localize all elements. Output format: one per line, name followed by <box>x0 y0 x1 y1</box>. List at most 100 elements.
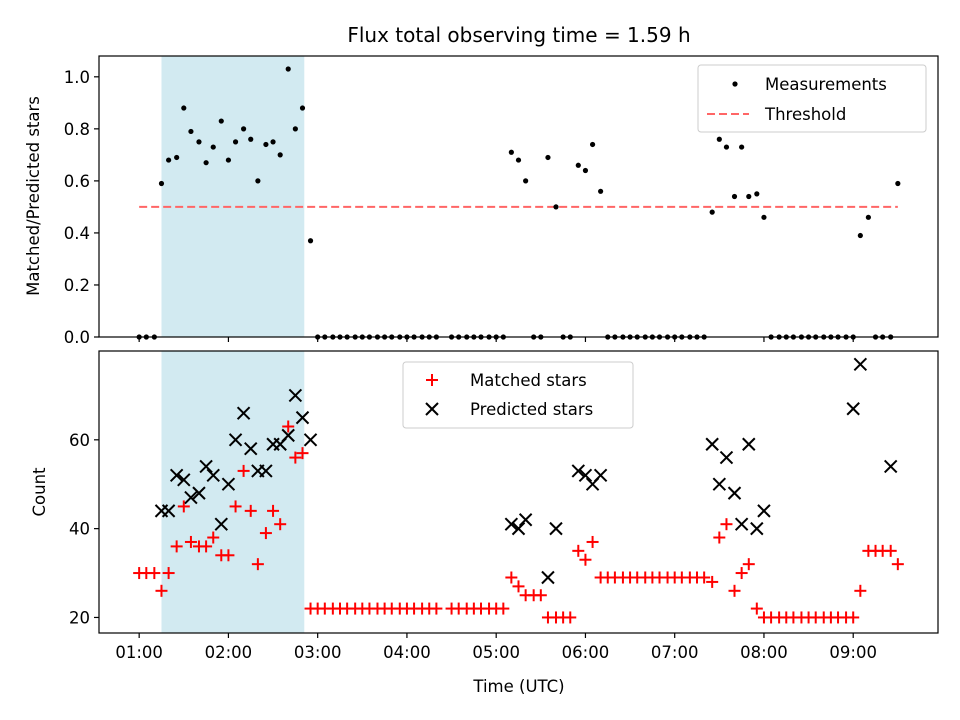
matched-star-point <box>244 504 257 517</box>
matched-star-point <box>572 544 585 557</box>
predicted-star-stroke-b <box>511 521 526 536</box>
predicted-star-point <box>281 428 295 443</box>
measurement-point <box>731 193 738 200</box>
matched-star-point <box>512 580 525 593</box>
legend-matched-marker <box>426 374 438 386</box>
measurement-point <box>240 126 247 132</box>
measurement-point <box>225 157 232 163</box>
legend-matched-label: Matched stars <box>470 371 587 390</box>
x-tick-label: 02:00 <box>205 643 253 662</box>
matched-star-point <box>259 527 272 540</box>
predicted-star-point <box>742 437 756 451</box>
matched-star-point <box>222 549 235 562</box>
matched-star-point <box>884 544 897 557</box>
measurement-point <box>158 180 165 187</box>
top-y-tick-label: 1.0 <box>64 68 90 87</box>
predicted-star-stroke-b <box>169 468 184 483</box>
predicted-star-stroke-b <box>549 521 563 536</box>
predicted-star-point <box>199 459 213 474</box>
matched-star-point <box>586 535 599 548</box>
predicted-star-stroke-b <box>199 459 213 474</box>
measurement-point <box>181 105 187 111</box>
predicted-star-stroke-b <box>281 428 295 443</box>
matched-star-point <box>430 602 443 615</box>
matched-star-point <box>497 602 510 615</box>
matched-star-point <box>296 447 309 460</box>
measurement-point <box>270 139 276 145</box>
measurement-point <box>865 214 871 220</box>
matched-star-point <box>579 553 592 566</box>
predicted-star-point <box>244 441 258 456</box>
matched-star-point <box>706 575 719 588</box>
measurement-point <box>754 191 760 197</box>
predicted-star-point <box>511 521 526 536</box>
bottom-highlight-layer <box>161 351 305 633</box>
predicted-star-stroke-b <box>228 433 243 447</box>
x-tick-label: 03:00 <box>294 643 342 662</box>
measurement-point <box>277 152 283 158</box>
bottom-legend-box <box>402 361 634 429</box>
predicted-star-stroke-b <box>719 450 734 465</box>
measurement-point <box>508 149 514 155</box>
predicted-star-point <box>288 388 303 403</box>
x-tick-label: 07:00 <box>651 643 699 662</box>
predicted-star-stroke-b <box>161 504 176 518</box>
bottom-ticks-layer: 01:00 02:00 03:00 04:00 05:00 06:00 07:00 08:00… <box>69 431 877 662</box>
measurement-point <box>299 105 306 111</box>
matched-star-point <box>155 584 168 597</box>
predicted-star-stroke-b <box>295 410 310 425</box>
bottom-legend: Matched stars Predicted stars <box>402 361 634 429</box>
top-axes-frame <box>98 55 939 338</box>
measurement-point <box>218 118 224 124</box>
top-y-axis-label: Matched/Predicted stars <box>24 96 43 296</box>
measurement-point <box>857 232 863 239</box>
predicted-star-point <box>177 473 191 487</box>
matched-star-point <box>735 567 748 580</box>
predicted-star-stroke-b <box>883 459 898 474</box>
predicted-star-stroke-b <box>504 517 519 531</box>
measurement-point <box>716 136 722 142</box>
predicted-star-point <box>303 433 318 447</box>
matched-star-point <box>200 540 213 553</box>
predicted-star-point <box>571 464 586 478</box>
predicted-star-point <box>853 357 868 372</box>
measurement-point <box>166 157 172 163</box>
predicted-star-stroke-b <box>846 402 860 416</box>
measurement-point <box>255 178 261 184</box>
predicted-star-stroke-b <box>742 437 756 451</box>
bot-y-tick-label: 20 <box>69 608 90 627</box>
top-y-tick-label: 0.2 <box>64 276 90 295</box>
predicted-star-stroke-b <box>541 570 555 585</box>
bot-observing-span <box>161 351 305 633</box>
predicted-star-point <box>541 570 555 585</box>
bot-y-tick-label: 60 <box>69 431 90 450</box>
measurement-point <box>232 139 239 145</box>
predicted-star-stroke-b <box>221 477 236 491</box>
predicted-star-stroke-b <box>705 437 719 451</box>
matched-star-point <box>713 531 726 544</box>
predicted-star-stroke-b <box>192 486 206 500</box>
matched-star-point <box>282 420 295 433</box>
measurement-point <box>709 209 715 215</box>
predicted-star-stroke-b <box>259 464 273 478</box>
predicted-star-stroke-b <box>593 468 608 483</box>
bottom-y-axis-label: Count <box>30 467 49 517</box>
top-legend: Measurements Threshold <box>697 64 927 133</box>
predicted-star-point <box>206 468 220 483</box>
matched-star-point <box>251 558 264 571</box>
predicted-star-point <box>719 450 734 465</box>
measurement-point <box>285 66 291 72</box>
predicted-star-point <box>214 517 228 531</box>
matched-star-point <box>742 558 755 571</box>
predicted-star-stroke-b <box>206 468 220 483</box>
bottom-panel: 01:00 02:00 03:00 04:00 05:00 06:00 07:00 08:00… <box>30 350 939 696</box>
measurement-point <box>174 154 180 161</box>
top-highlight-layer <box>161 56 305 337</box>
x-tick-label: 06:00 <box>562 643 610 662</box>
predicted-star-point <box>184 490 198 505</box>
measurement-point <box>746 193 752 200</box>
predicted-star-stroke-b <box>214 517 228 531</box>
predicted-star-stroke-b <box>518 513 533 527</box>
top-observing-span <box>161 56 305 337</box>
predicted-star-point <box>734 517 749 531</box>
